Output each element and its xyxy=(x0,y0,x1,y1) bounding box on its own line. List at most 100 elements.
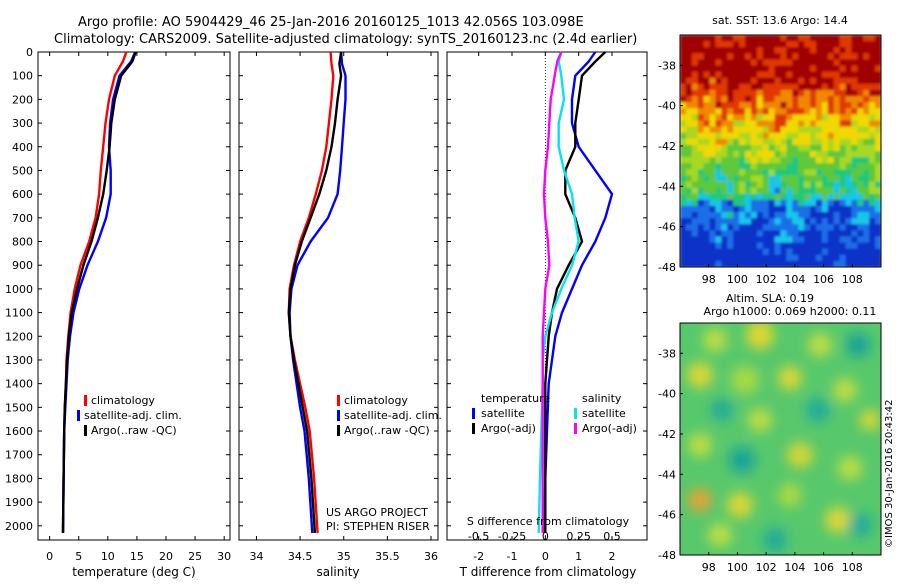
sst-cell xyxy=(792,77,799,85)
legend-label-argo: Argo(..raw -QC) xyxy=(344,424,430,437)
sst-cell xyxy=(798,138,805,146)
sst-cell xyxy=(792,89,799,97)
sst-cell xyxy=(739,254,746,262)
sst-cell xyxy=(768,144,776,152)
sst-cell xyxy=(697,77,705,85)
sst-cell xyxy=(739,224,746,231)
sst-cell xyxy=(691,254,699,262)
sst-cell xyxy=(786,65,793,73)
sst-cell xyxy=(691,242,699,250)
sst-cell xyxy=(857,47,864,54)
sst-cell xyxy=(798,47,805,54)
sst-cell xyxy=(691,230,699,238)
sst-cell xyxy=(845,248,853,256)
sst-cell xyxy=(756,138,764,146)
sst-cell xyxy=(745,65,752,73)
sst-cell xyxy=(792,157,799,164)
map-y-tick-label: -48 xyxy=(658,549,676,562)
sst-cell xyxy=(804,199,811,207)
sst-cell xyxy=(875,126,881,134)
sst-cell xyxy=(727,157,734,164)
sst-cell xyxy=(685,212,693,219)
sst-cell xyxy=(703,260,711,267)
sst-cell xyxy=(685,59,693,67)
sst-cell xyxy=(839,218,847,225)
sst-cell xyxy=(745,89,752,97)
sst-cell xyxy=(833,83,841,91)
sst-cell xyxy=(810,89,817,97)
sst-cell xyxy=(815,242,823,250)
sla-anomaly-blob xyxy=(688,433,712,457)
sst-cell xyxy=(786,126,793,134)
sst-cell xyxy=(745,71,752,79)
series-line-satellite-temperature- xyxy=(542,51,614,533)
map-x-tick-label: 104 xyxy=(784,273,805,286)
sst-cell xyxy=(745,187,752,195)
sst-cell xyxy=(792,163,799,170)
sst-cell xyxy=(774,102,782,109)
temperature-legend: climatology satellite-adj. clim. Argo(..… xyxy=(77,394,182,437)
sst-cell xyxy=(845,224,853,231)
sst-cell xyxy=(774,230,782,238)
sst-cell xyxy=(786,193,793,201)
sst-cell xyxy=(721,96,728,103)
sst-cell xyxy=(792,126,799,134)
sst-cell xyxy=(745,102,752,109)
sst-cell xyxy=(756,181,764,189)
sst-cell xyxy=(804,89,811,97)
sst-cell xyxy=(733,181,740,189)
sst-cell xyxy=(733,218,740,225)
sst-cell xyxy=(768,212,776,219)
sst-cell xyxy=(780,132,788,140)
sst-cell xyxy=(756,254,764,262)
sst-cell xyxy=(815,254,823,262)
sst-cell xyxy=(703,138,711,146)
sst-cell xyxy=(863,132,870,140)
sst-cell xyxy=(762,236,770,244)
sst-map-frame xyxy=(679,34,882,268)
sst-cell xyxy=(804,205,811,213)
sst-cell xyxy=(709,132,717,140)
sst-cell xyxy=(727,236,734,244)
sst-cell xyxy=(792,108,799,115)
depth-tick-label: 1500 xyxy=(5,401,33,414)
sst-cell xyxy=(845,218,853,225)
sst-cell xyxy=(750,181,758,189)
sst-cell xyxy=(857,35,864,42)
sst-cell xyxy=(709,151,717,158)
sst-cell xyxy=(821,126,829,134)
sst-cell xyxy=(691,205,699,213)
depth-tick-label: 1800 xyxy=(5,472,33,485)
sst-cell xyxy=(798,108,805,115)
sst-cell xyxy=(727,212,734,219)
sst-cell xyxy=(869,83,876,91)
sst-cell xyxy=(715,163,722,170)
sst-cell xyxy=(768,53,776,61)
sst-cell xyxy=(863,151,870,158)
sst-cell xyxy=(804,169,811,177)
sst-cell xyxy=(727,248,734,256)
sst-cell xyxy=(857,181,864,189)
sst-cell xyxy=(733,138,740,146)
sst-cell xyxy=(863,260,870,267)
sst-cell xyxy=(680,175,687,183)
sst-cell xyxy=(762,138,770,146)
sst-cell xyxy=(703,175,711,183)
sst-cell xyxy=(739,120,746,128)
sst-cell xyxy=(780,181,788,189)
sst-cell xyxy=(845,89,853,97)
sst-cell xyxy=(869,199,876,207)
sst-cell xyxy=(857,41,864,48)
sst-cell xyxy=(833,224,841,231)
sst-cell xyxy=(709,47,717,54)
sst-cell xyxy=(762,96,770,103)
sst-cell xyxy=(821,224,829,231)
sst-cell xyxy=(792,248,799,256)
sst-cell xyxy=(827,193,835,201)
sst-cell xyxy=(875,151,881,158)
difference-plot: -2 -1 0 1 2 -0.5 -0.25 0 0.25 0.5 xyxy=(468,51,621,563)
sst-cell xyxy=(715,102,722,109)
sst-cell xyxy=(727,126,734,134)
sst-cell xyxy=(745,212,752,219)
sst-cell xyxy=(774,260,782,267)
